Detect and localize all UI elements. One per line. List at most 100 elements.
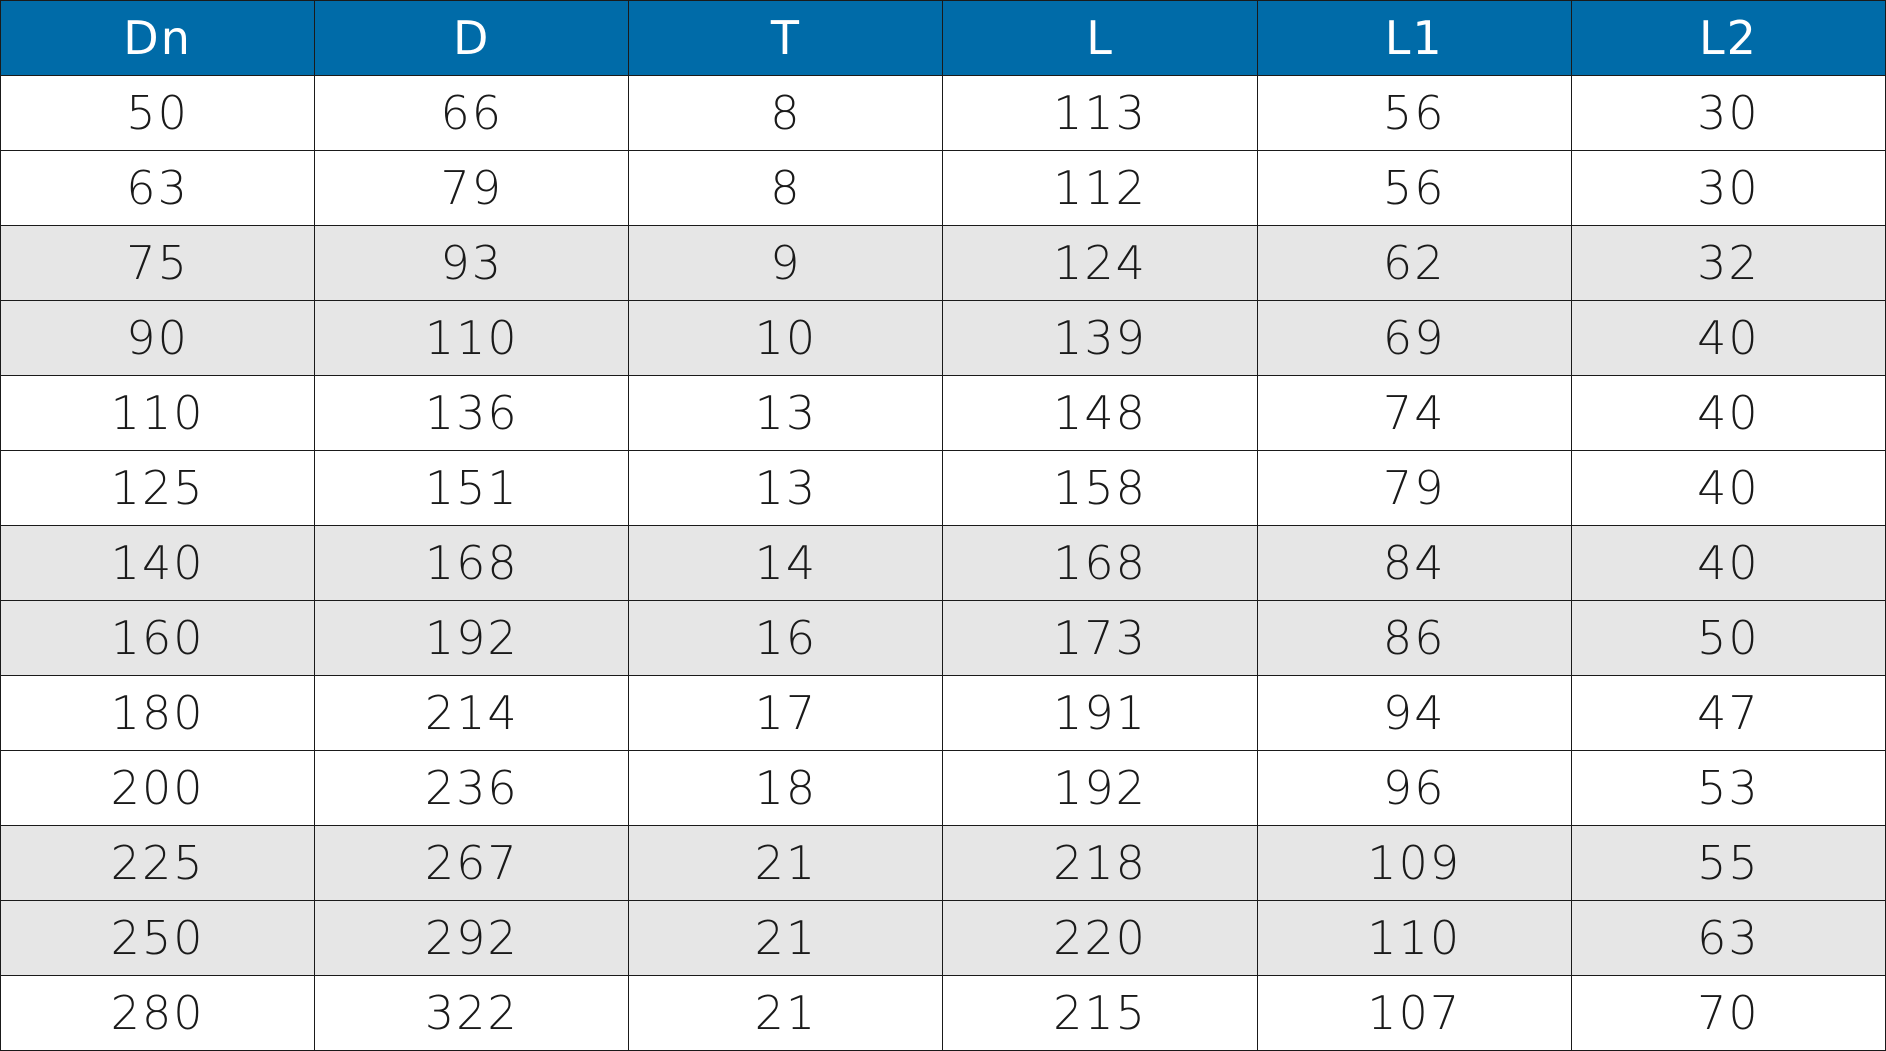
table-cell-dn: 180 xyxy=(0,675,316,751)
table-cell-dn: 75 xyxy=(0,225,316,301)
table-cell-l1: 56 xyxy=(1256,75,1572,151)
table-cell-l2: 70 xyxy=(1570,975,1886,1051)
table-cell-dn: 50 xyxy=(0,75,316,151)
table-cell-l2: 32 xyxy=(1570,225,1886,301)
table-row: 63 79 8 112 56 30 xyxy=(0,150,1886,226)
table-cell-t: 21 xyxy=(628,975,944,1051)
table-cell-l2: 53 xyxy=(1570,750,1886,826)
table-cell-d: 136 xyxy=(314,375,630,451)
table-cell-d: 79 xyxy=(314,150,630,226)
table-cell-d: 292 xyxy=(314,900,630,976)
table-cell-l2: 30 xyxy=(1570,150,1886,226)
table-cell-l1: 56 xyxy=(1256,150,1572,226)
table-row: 110 136 13 148 74 40 xyxy=(0,375,1886,451)
table-cell-d: 267 xyxy=(314,825,630,901)
table-cell-l: 158 xyxy=(942,450,1258,526)
table-cell-dn: 125 xyxy=(0,450,316,526)
column-header-d: D xyxy=(314,0,630,76)
table-cell-d: 322 xyxy=(314,975,630,1051)
table-cell-dn: 280 xyxy=(0,975,316,1051)
table-row: 180 214 17 191 94 47 xyxy=(0,675,1886,751)
table-row: 75 93 9 124 62 32 xyxy=(0,225,1886,301)
table-cell-l: 191 xyxy=(942,675,1258,751)
table-cell-l2: 40 xyxy=(1570,525,1886,601)
table-cell-l1: 69 xyxy=(1256,300,1572,376)
table-cell-dn: 110 xyxy=(0,375,316,451)
table-cell-l2: 40 xyxy=(1570,375,1886,451)
table-cell-t: 17 xyxy=(628,675,944,751)
table-cell-t: 21 xyxy=(628,825,944,901)
table-header: Dn D T L L1 L2 xyxy=(0,0,1886,76)
table-cell-l2: 63 xyxy=(1570,900,1886,976)
header-row: Dn D T L L1 L2 xyxy=(0,0,1886,76)
table-cell-dn: 160 xyxy=(0,600,316,676)
table-cell-t: 18 xyxy=(628,750,944,826)
table-row: 200 236 18 192 96 53 xyxy=(0,750,1886,826)
table-cell-l1: 86 xyxy=(1256,600,1572,676)
table-cell-dn: 63 xyxy=(0,150,316,226)
table-row: 280 322 21 215 107 70 xyxy=(0,975,1886,1051)
table-cell-d: 168 xyxy=(314,525,630,601)
table-cell-l1: 109 xyxy=(1256,825,1572,901)
table-cell-l: 112 xyxy=(942,150,1258,226)
table-cell-l1: 110 xyxy=(1256,900,1572,976)
table-cell-t: 16 xyxy=(628,600,944,676)
table-cell-l: 192 xyxy=(942,750,1258,826)
table-cell-l2: 47 xyxy=(1570,675,1886,751)
column-header-dn: Dn xyxy=(0,0,316,76)
table-cell-dn: 225 xyxy=(0,825,316,901)
table-cell-l1: 84 xyxy=(1256,525,1572,601)
table-body: 50 66 8 113 56 30 63 79 8 112 56 30 75 93 9 124 62 32 90 11… xyxy=(0,75,1886,1051)
table-row: 140 168 14 168 84 40 xyxy=(0,525,1886,601)
table-cell-l2: 50 xyxy=(1570,600,1886,676)
table-cell-l: 168 xyxy=(942,525,1258,601)
table-cell-d: 151 xyxy=(314,450,630,526)
table-cell-t: 14 xyxy=(628,525,944,601)
table-cell-l: 173 xyxy=(942,600,1258,676)
column-header-l1: L1 xyxy=(1256,0,1572,76)
table-cell-l2: 30 xyxy=(1570,75,1886,151)
table-row: 250 292 21 220 110 63 xyxy=(0,900,1886,976)
column-header-t: T xyxy=(628,0,944,76)
table-cell-d: 236 xyxy=(314,750,630,826)
table-cell-l1: 96 xyxy=(1256,750,1572,826)
table-row: 125 151 13 158 79 40 xyxy=(0,450,1886,526)
table-cell-l1: 62 xyxy=(1256,225,1572,301)
table-cell-d: 66 xyxy=(314,75,630,151)
table-cell-t: 8 xyxy=(628,150,944,226)
table-cell-d: 110 xyxy=(314,300,630,376)
table-cell-l1: 94 xyxy=(1256,675,1572,751)
table-cell-l: 139 xyxy=(942,300,1258,376)
column-header-l2: L2 xyxy=(1570,0,1886,76)
table-cell-l: 148 xyxy=(942,375,1258,451)
table-cell-l1: 79 xyxy=(1256,450,1572,526)
table-row: 50 66 8 113 56 30 xyxy=(0,75,1886,151)
table-cell-l: 113 xyxy=(942,75,1258,151)
table-cell-l1: 107 xyxy=(1256,975,1572,1051)
table-cell-dn: 200 xyxy=(0,750,316,826)
table-cell-t: 9 xyxy=(628,225,944,301)
table-cell-d: 93 xyxy=(314,225,630,301)
table-row: 225 267 21 218 109 55 xyxy=(0,825,1886,901)
table-cell-l2: 40 xyxy=(1570,450,1886,526)
table-cell-t: 13 xyxy=(628,450,944,526)
table-cell-t: 10 xyxy=(628,300,944,376)
table-cell-l: 215 xyxy=(942,975,1258,1051)
table-cell-dn: 250 xyxy=(0,900,316,976)
table-cell-t: 21 xyxy=(628,900,944,976)
table-cell-dn: 140 xyxy=(0,525,316,601)
table-cell-d: 214 xyxy=(314,675,630,751)
table-row: 160 192 16 173 86 50 xyxy=(0,600,1886,676)
table-cell-dn: 90 xyxy=(0,300,316,376)
table-cell-l: 124 xyxy=(942,225,1258,301)
table-cell-d: 192 xyxy=(314,600,630,676)
table-cell-l2: 55 xyxy=(1570,825,1886,901)
column-header-l: L xyxy=(942,0,1258,76)
table-cell-l: 218 xyxy=(942,825,1258,901)
table-cell-l2: 40 xyxy=(1570,300,1886,376)
table-cell-l1: 74 xyxy=(1256,375,1572,451)
table-row: 90 110 10 139 69 40 xyxy=(0,300,1886,376)
table-cell-t: 8 xyxy=(628,75,944,151)
table-cell-l: 220 xyxy=(942,900,1258,976)
